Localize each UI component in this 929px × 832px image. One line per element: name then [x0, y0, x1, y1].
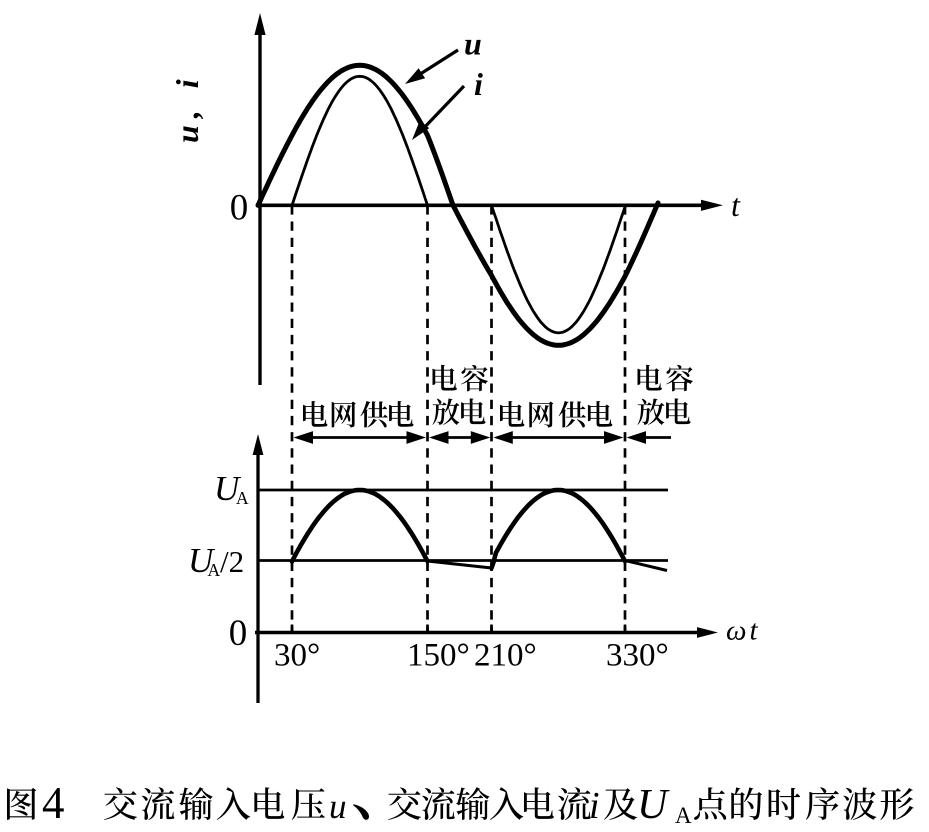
svg-text:u, i: u, i	[169, 72, 205, 143]
svg-text:A: A	[236, 488, 249, 508]
svg-text:U: U	[637, 782, 670, 828]
svg-text:A: A	[675, 803, 692, 828]
svg-text:i: i	[589, 785, 600, 827]
svg-text:/2: /2	[220, 544, 244, 579]
svg-text:150°: 150°	[407, 638, 470, 674]
svg-text:t: t	[731, 187, 741, 223]
svg-text:U: U	[214, 469, 242, 508]
svg-text:U: U	[188, 541, 216, 580]
svg-text:4: 4	[42, 778, 65, 828]
svg-text:210°: 210°	[474, 638, 537, 674]
svg-text:i: i	[474, 66, 483, 102]
svg-text:A: A	[208, 560, 221, 580]
svg-text:330°: 330°	[606, 638, 669, 674]
svg-text:0: 0	[230, 188, 249, 229]
svg-text:u: u	[329, 787, 347, 826]
svg-text:ωt: ωt	[726, 615, 758, 647]
svg-text:u: u	[464, 26, 482, 62]
svg-text:30°: 30°	[274, 638, 320, 674]
svg-text:0: 0	[229, 613, 248, 654]
